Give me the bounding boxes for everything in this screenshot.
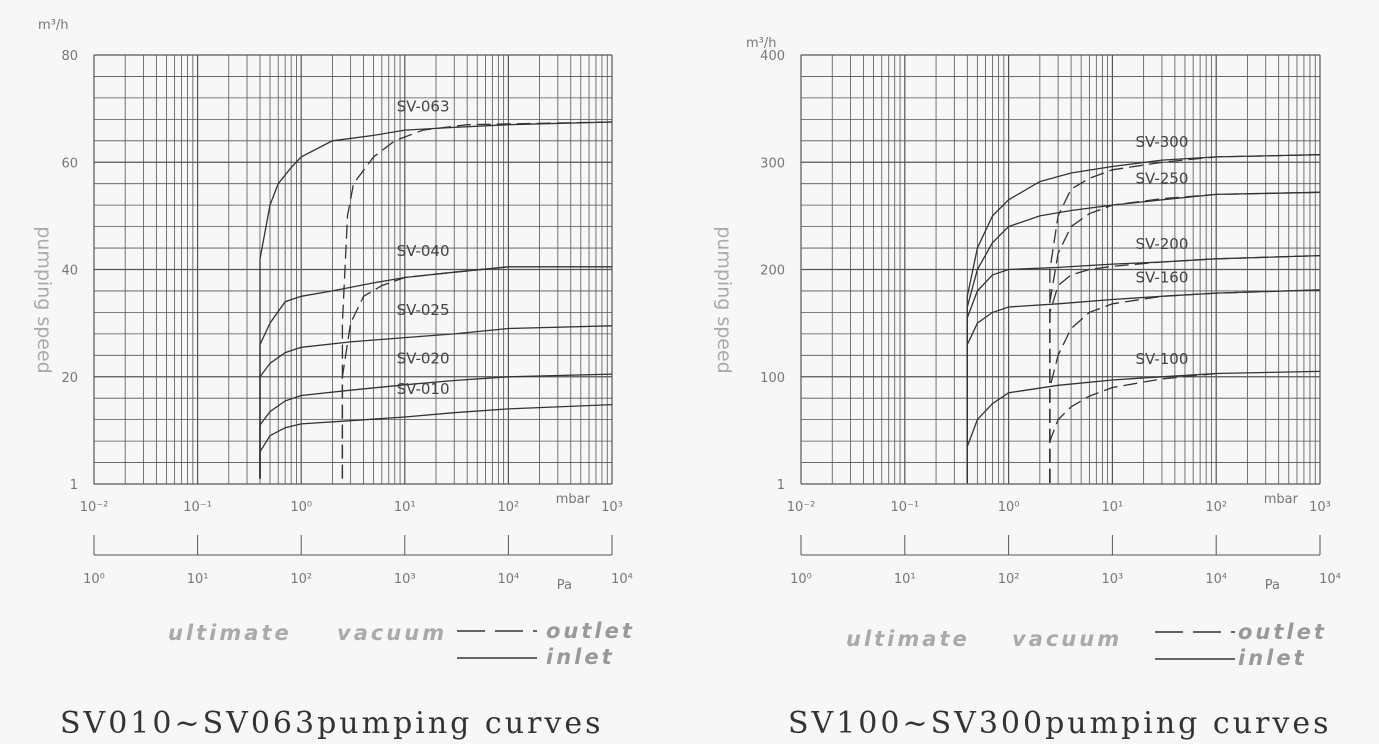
x-tick-label-mbar: 10³ bbox=[1309, 500, 1331, 515]
legend-vacuum: vacuum bbox=[337, 621, 447, 645]
pa-scale bbox=[800, 535, 1321, 556]
curves bbox=[966, 154, 1321, 483]
x-tick-label-mbar: 10³ bbox=[601, 500, 623, 515]
legend-ultimate: ultimate bbox=[168, 621, 292, 645]
x-tick-label-mbar: 10² bbox=[498, 500, 520, 515]
y-tick-label: 40 bbox=[61, 264, 78, 279]
inlet-curve-sv-300 bbox=[966, 154, 1321, 483]
outlet-curve-sv-160 bbox=[1049, 289, 1321, 483]
y-axis-label: pumping speed bbox=[33, 226, 55, 374]
inlet-curve-sv-010 bbox=[259, 403, 613, 479]
chart-title: SV010~SV063pumping curves bbox=[60, 706, 604, 741]
x-tick-label-mbar: 10⁻² bbox=[787, 500, 816, 515]
x-tick-label-pa: 10⁴ bbox=[498, 572, 520, 587]
y-unit-label: m³/h bbox=[746, 36, 777, 51]
legend-vacuum: vacuum bbox=[1012, 627, 1122, 651]
y-tick-label: 1 bbox=[70, 478, 78, 493]
series-label: SV-250 bbox=[1135, 170, 1188, 188]
grid bbox=[93, 54, 613, 485]
x-tick-label-pa: 10¹ bbox=[894, 572, 916, 587]
series-label: SV-020 bbox=[397, 349, 450, 367]
grid bbox=[800, 54, 1321, 485]
y-tick-label: 100 bbox=[760, 371, 785, 386]
outlet-curve-sv-040 bbox=[341, 266, 509, 479]
inlet-curve-sv-250 bbox=[966, 191, 1321, 483]
chart-panel-2: 400 300 200 100 1 m³/h pumping speed 10⁻² 10⁻¹ 10… bbox=[713, 36, 1341, 741]
outlet-curve-sv-100 bbox=[1049, 372, 1217, 483]
x-tick-label-pa: 10⁰ bbox=[83, 572, 105, 587]
x-tick-label-mbar: 10¹ bbox=[1102, 500, 1124, 515]
x-tick-label-pa: 10² bbox=[290, 572, 312, 587]
x-tick-label-pa: 10³ bbox=[1102, 572, 1124, 587]
x-tick-label-mbar: 10⁻¹ bbox=[183, 500, 212, 515]
legend-outlet: outlet bbox=[546, 619, 635, 643]
inlet-curve-sv-040 bbox=[259, 266, 612, 479]
series-label: SV-063 bbox=[397, 97, 450, 115]
x-tick-label-mbar: 10⁻¹ bbox=[890, 500, 919, 515]
y-axis-label: pumping speed bbox=[713, 226, 735, 374]
x-unit-mbar: mbar bbox=[556, 492, 591, 507]
y-tick-label: 80 bbox=[61, 49, 78, 64]
x-unit-mbar: mbar bbox=[1264, 492, 1299, 507]
y-tick-label: 1 bbox=[777, 478, 785, 493]
y-tick-label: 300 bbox=[760, 156, 785, 171]
series-label: SV-025 bbox=[397, 301, 450, 319]
x-tick-label-mbar: 10⁰ bbox=[290, 500, 312, 515]
inlet-curve-sv-100 bbox=[966, 370, 1321, 483]
x-tick-label-pa: 10⁴ bbox=[1319, 572, 1341, 587]
legend-ultimate: ultimate bbox=[846, 627, 970, 651]
series-label: SV-100 bbox=[1135, 350, 1188, 368]
y-tick-label: 200 bbox=[760, 264, 785, 279]
x-unit-pa: Pa bbox=[1265, 578, 1280, 593]
curves bbox=[259, 121, 613, 479]
legend-inlet: inlet bbox=[546, 645, 615, 669]
inlet-curve-sv-020 bbox=[259, 373, 613, 479]
x-tick-label-mbar: 10⁻² bbox=[80, 500, 109, 515]
x-tick-label-pa: 10¹ bbox=[187, 572, 209, 587]
legend-inlet: inlet bbox=[1238, 646, 1307, 670]
pa-scale bbox=[93, 535, 613, 556]
series-label: SV-160 bbox=[1135, 268, 1188, 286]
outlet-curve-sv-200 bbox=[1049, 254, 1321, 483]
y-unit-label: m³/h bbox=[38, 18, 69, 33]
outlet-curve-sv-063 bbox=[341, 121, 613, 479]
inlet-curve-sv-025 bbox=[259, 325, 613, 479]
series-label: SV-010 bbox=[397, 380, 450, 398]
x-unit-pa: Pa bbox=[557, 578, 572, 593]
y-tick-label: 400 bbox=[760, 49, 785, 64]
series-label: SV-200 bbox=[1135, 235, 1188, 253]
y-tick-label: 20 bbox=[61, 371, 78, 386]
chart-title: SV100~SV300pumping curves bbox=[788, 706, 1332, 741]
x-tick-label-pa: 10⁰ bbox=[790, 572, 812, 587]
series-label: SV-300 bbox=[1135, 133, 1188, 151]
outlet-curve-sv-250 bbox=[1049, 191, 1321, 483]
x-tick-label-pa: 10³ bbox=[394, 572, 416, 587]
chart-panel-1: 80 60 40 20 1 m³/h pumping speed 10⁻² 10⁻¹ 10⁰ 10¹… bbox=[33, 18, 635, 741]
inlet-curve-sv-200 bbox=[966, 254, 1321, 483]
y-tick-label: 60 bbox=[61, 156, 78, 171]
x-tick-label-pa: 10⁴ bbox=[611, 572, 633, 587]
outlet-curve-sv-300 bbox=[1049, 154, 1321, 483]
x-tick-label-pa: 10² bbox=[998, 572, 1020, 587]
x-tick-label-mbar: 10¹ bbox=[394, 500, 416, 515]
x-tick-label-mbar: 10⁰ bbox=[998, 500, 1020, 515]
x-tick-label-pa: 10⁴ bbox=[1205, 572, 1227, 587]
series-label: SV-040 bbox=[397, 242, 450, 260]
inlet-curve-sv-063 bbox=[259, 121, 613, 479]
x-tick-label-mbar: 10² bbox=[1205, 500, 1227, 515]
legend-outlet: outlet bbox=[1238, 620, 1327, 644]
